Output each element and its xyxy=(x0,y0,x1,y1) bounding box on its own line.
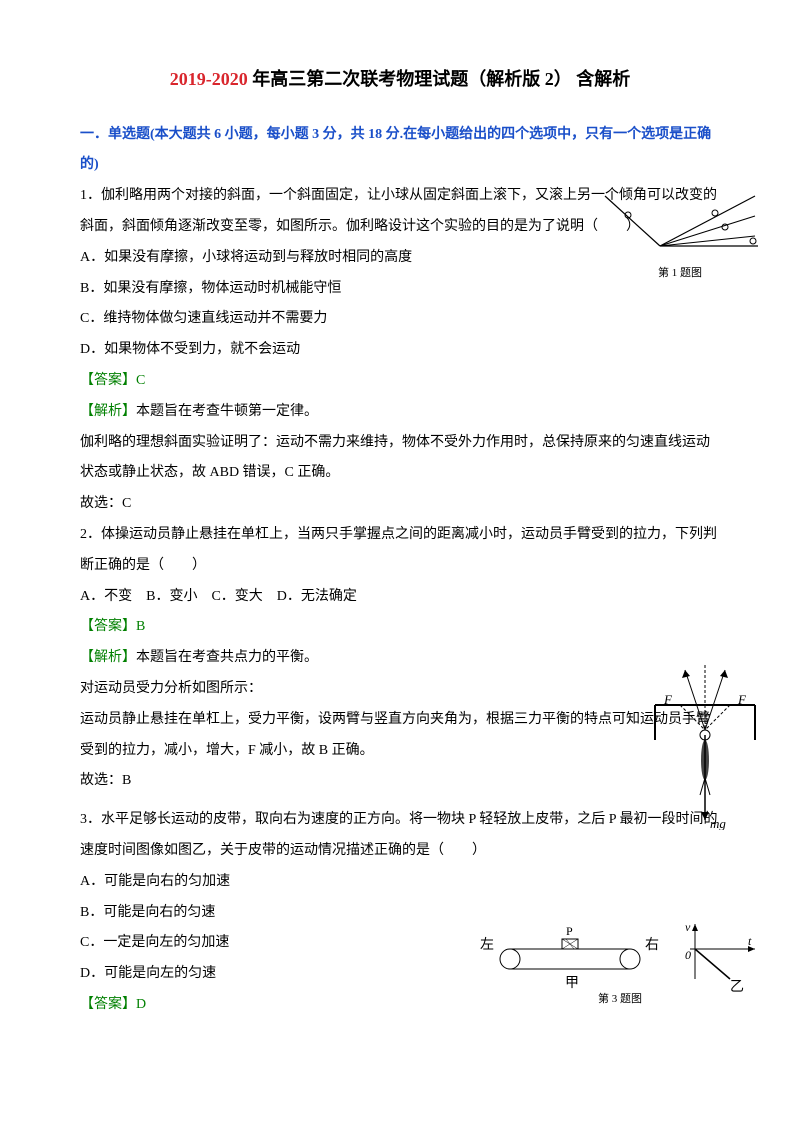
q2-opts: A．不变 B．变小 C．变大 D．无法确定 xyxy=(80,582,720,613)
q1-jie-label: 【解析】 xyxy=(80,404,136,419)
q2-answer: 【答案】B xyxy=(80,612,720,643)
label-v: v xyxy=(685,920,691,934)
q1-answer: 【答案】C xyxy=(80,366,720,397)
q2-analysis: 【解析】本题旨在考查共点力的平衡。 xyxy=(80,643,720,674)
label-left: 左 xyxy=(480,937,494,953)
inclines-icon xyxy=(600,191,760,261)
label-f-right: F xyxy=(737,692,747,707)
page-title: 2019-2020 年高三第二次联考物理试题（解析版 2） 含解析 xyxy=(80,60,720,100)
q1-p2: 故选：C xyxy=(80,489,720,520)
q2-p3: 故选：B xyxy=(80,766,720,797)
label-yi: 乙 xyxy=(730,979,744,995)
q1-jie-body: 本题旨在考查牛顿第一定律。 xyxy=(136,404,318,419)
question-1: 第 1 题图 1．伽利略用两个对接的斜面，一个斜面固定，让小球从固定斜面上滚下，… xyxy=(80,181,720,520)
title-rest: 年高三第二次联考物理试题（解析版 2） 含解析 xyxy=(248,69,631,89)
label-t: t xyxy=(748,934,752,948)
q2-p2: 运动员静止悬挂在单杠上，受力平衡，设两臂与竖直方向夹角为，根据三力平衡的特点可知… xyxy=(80,705,720,767)
label-f-left: F xyxy=(663,692,673,707)
label-jia: 甲 xyxy=(565,976,579,991)
q2-jie-label: 【解析】 xyxy=(80,650,136,665)
label-zero: 0 xyxy=(685,948,691,962)
q2-p1: 对运动员受力分析如图所示： xyxy=(80,674,720,705)
label-p: P xyxy=(566,924,573,938)
q1-p1: 伽利略的理想斜面实验证明了：运动不需力来维持，物体不受外力作用时，总保持原来的匀… xyxy=(80,428,720,490)
q3-opt-a: A．可能是向右的匀加速 xyxy=(80,867,720,898)
q1-opt-d: D．如果物体不受到力，就不会运动 xyxy=(80,335,720,366)
title-year: 2019-2020 xyxy=(170,69,248,89)
section-header: 一．单选题(本大题共 6 小题，每小题 3 分，共 18 分.在每小题给出的四个… xyxy=(80,120,720,182)
q2-jie-body: 本题旨在考查共点力的平衡。 xyxy=(136,650,318,665)
figure-3: P 左 右 甲 v t 0 乙 第 3 题图 xyxy=(480,919,760,1011)
q1-analysis: 【解析】本题旨在考查牛顿第一定律。 xyxy=(80,397,720,428)
question-3: 3．水平足够长运动的皮带，取向右为速度的正方向。将一物块 P 轻轻放上皮带，之后… xyxy=(80,805,720,1021)
figure-1: 第 1 题图 xyxy=(600,191,760,285)
q1-opt-c: C．维持物体做匀速直线运动并不需要力 xyxy=(80,304,720,335)
q2-stem: 2．体操运动员静止悬挂在单杠上，当两只手掌握点之间的距离减小时，运动员手臂受到的… xyxy=(80,520,720,582)
figure-3-caption: 第 3 题图 xyxy=(480,987,760,1011)
question-2: 2．体操运动员静止悬挂在单杠上，当两只手掌握点之间的距离减小时，运动员手臂受到的… xyxy=(80,520,720,797)
figure-1-caption: 第 1 题图 xyxy=(600,261,760,285)
label-right: 右 xyxy=(645,937,659,953)
q3-stem: 3．水平足够长运动的皮带，取向右为速度的正方向。将一物块 P 轻轻放上皮带，之后… xyxy=(80,805,720,867)
